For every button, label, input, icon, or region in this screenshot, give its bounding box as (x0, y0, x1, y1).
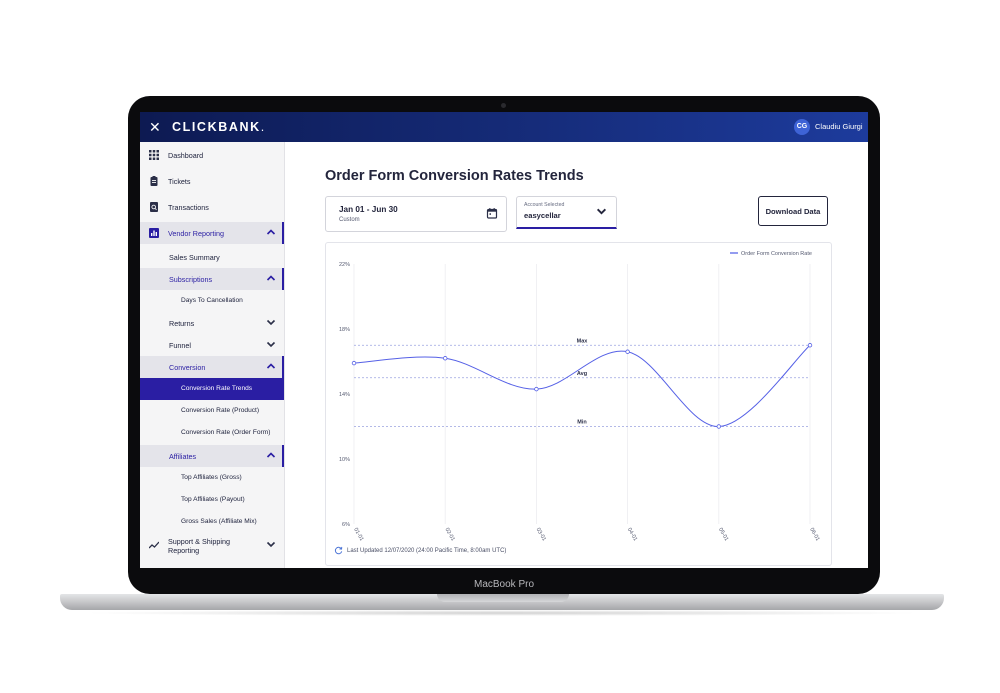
laptop-shadow (80, 610, 924, 616)
date-range-type: Custom (339, 217, 360, 223)
sidebar: Dashboard Tickets Transactions Vendor Re… (140, 142, 285, 568)
grid-icon (149, 150, 159, 160)
sidebar-item-conversion[interactable]: Conversion (140, 356, 284, 378)
sidebar-item-affiliates[interactable]: Affiliates (140, 445, 284, 467)
data-point (625, 349, 630, 354)
x-tick-label: 04-01 (626, 527, 638, 542)
data-point (807, 343, 813, 348)
sidebar-item-sales-summary[interactable]: Sales Summary (140, 246, 284, 268)
date-range-picker[interactable]: Jan 01 - Jun 30 Custom (325, 196, 507, 232)
sidebar-item-tickets[interactable]: Tickets (140, 170, 284, 192)
sidebar-item-funnel[interactable]: Funnel (140, 334, 284, 356)
calendar-icon[interactable] (486, 207, 498, 219)
account-select-value: easycellar (524, 211, 561, 220)
chevron-up-icon[interactable] (266, 450, 276, 460)
logo[interactable]: CLICKBANK. (172, 120, 266, 134)
device-label: MacBook Pro (473, 579, 535, 590)
y-tick-label: 14% (339, 392, 350, 398)
camera-icon (501, 103, 506, 108)
x-tick-label: 03-01 (535, 527, 547, 542)
data-point (716, 424, 721, 429)
top-bar: ✕ CLICKBANK. CG Claudiu Giurgi (140, 112, 868, 142)
clipboard-icon (149, 176, 159, 186)
main-content: Order Form Conversion Rates Trends Jan 0… (285, 142, 868, 568)
refresh-icon[interactable] (334, 546, 343, 555)
trend-line-icon (148, 540, 160, 550)
y-tick-label: 18% (339, 327, 350, 333)
search-document-icon (149, 202, 159, 212)
screen: ✕ CLICKBANK. CG Claudiu Giurgi Dashboard… (140, 112, 868, 568)
y-tick-label: 22% (339, 262, 350, 268)
sidebar-item-top-affiliates-payout[interactable]: Top Affiliates (Payout) (140, 489, 284, 511)
laptop-base (60, 594, 944, 610)
sidebar-item-dashboard[interactable]: Dashboard (140, 144, 284, 166)
sidebar-item-returns[interactable]: Returns (140, 312, 284, 334)
chart-card: 6% 10% 14% 18% 22% 01-01 02-01 03-01 04-01 05-01 0… (325, 242, 832, 566)
account-select[interactable]: Account Selected easycellar (516, 196, 617, 229)
y-tick-label: 10% (339, 457, 350, 463)
sidebar-item-label: Gross Sales (Affiliate Mix) (181, 518, 257, 525)
sidebar-item-vendor-reporting[interactable]: Vendor Reporting (140, 222, 284, 244)
chevron-down-icon[interactable] (266, 317, 276, 327)
date-range-value: Jan 01 - Jun 30 (339, 205, 398, 214)
laptop-notch (437, 594, 569, 602)
sidebar-item-subscriptions[interactable]: Subscriptions (140, 268, 284, 290)
y-tick-label: 6% (342, 522, 350, 528)
data-point (534, 386, 539, 392)
sidebar-item-label: Funnel (169, 341, 191, 350)
x-tick-label: 02-01 (443, 527, 455, 542)
avatar[interactable]: CG (794, 119, 810, 135)
sidebar-item-top-affiliates-gross[interactable]: Top Affiliates (Gross) (140, 467, 284, 489)
reference-line-label: Avg (577, 371, 587, 377)
account-select-label: Account Selected (524, 202, 565, 208)
sidebar-item-label: Conversion Rate (Product) (181, 407, 260, 414)
sidebar-item-label: Top Affiliates (Gross) (181, 474, 242, 481)
chevron-down-icon[interactable] (266, 539, 276, 549)
user-name[interactable]: Claudiu Giurgi (815, 122, 863, 131)
sidebar-item-label: Days To Cancellation (181, 297, 243, 304)
sidebar-item-conversion-rate-trends[interactable]: Conversion Rate Trends (140, 378, 284, 400)
chevron-down-icon[interactable] (266, 339, 276, 349)
legend-label: Order Form Conversion Rate (741, 251, 812, 257)
bar-chart-icon (149, 228, 159, 238)
reference-line-label: Max (577, 338, 589, 344)
chevron-up-icon[interactable] (266, 361, 276, 371)
line-chart: 6% 10% 14% 18% 22% 01-01 02-01 03-01 04-01 05-01 0… (339, 251, 821, 542)
sidebar-item-label: Top Affiliates (Payout) (181, 496, 245, 503)
sidebar-item-label: Sales Summary (169, 253, 220, 262)
download-data-button[interactable]: Download Data (758, 196, 828, 226)
sidebar-item-label: Transactions (168, 203, 209, 212)
series-line (353, 344, 811, 428)
sidebar-item-label: Returns (169, 319, 195, 328)
sidebar-item-label: Affiliates (169, 452, 197, 461)
sidebar-item-conversion-rate-product[interactable]: Conversion Rate (Product) (140, 400, 284, 422)
sidebar-item-label: Conversion Rate Trends (181, 385, 253, 392)
sidebar-item-label: Dashboard (168, 151, 204, 160)
last-updated: Last Updated 12/07/2020 (24:00 Pacific T… (334, 546, 506, 555)
sidebar-item-label: Tickets (168, 177, 191, 186)
x-tick-label: 06-01 (808, 527, 820, 542)
close-icon[interactable]: ✕ (149, 119, 161, 135)
reference-line-label: Min (577, 420, 587, 426)
data-point (442, 356, 448, 361)
chevron-down-icon[interactable] (596, 206, 607, 217)
data-point (351, 360, 357, 366)
sidebar-item-label: Conversion (169, 363, 206, 372)
last-updated-text: Last Updated 12/07/2020 (24:00 Pacific T… (347, 548, 507, 555)
x-tick-label: 01-01 (352, 527, 364, 542)
sidebar-item-transactions[interactable]: Transactions (140, 196, 284, 218)
sidebar-item-gross-sales-affiliate-mix[interactable]: Gross Sales (Affiliate Mix) (140, 511, 284, 533)
sidebar-item-label: Conversion Rate (Order Form) (181, 429, 271, 436)
page-title: Order Form Conversion Rates Trends (325, 168, 584, 184)
chevron-up-icon[interactable] (266, 273, 276, 283)
sidebar-item-label: Subscriptions (169, 275, 213, 284)
x-tick-label: 05-01 (717, 527, 729, 542)
chevron-up-icon[interactable] (266, 227, 276, 237)
sidebar-item-days-to-cancellation[interactable]: Days To Cancellation (140, 290, 284, 312)
sidebar-item-conversion-rate-order-form[interactable]: Conversion Rate (Order Form) (140, 422, 284, 444)
sidebar-item-label: Vendor Reporting (168, 229, 224, 238)
sidebar-item-support-shipping-reporting[interactable]: Support & Shipping Reporting (140, 534, 284, 556)
sidebar-item-label: Support & Shipping Reporting (168, 537, 230, 555)
